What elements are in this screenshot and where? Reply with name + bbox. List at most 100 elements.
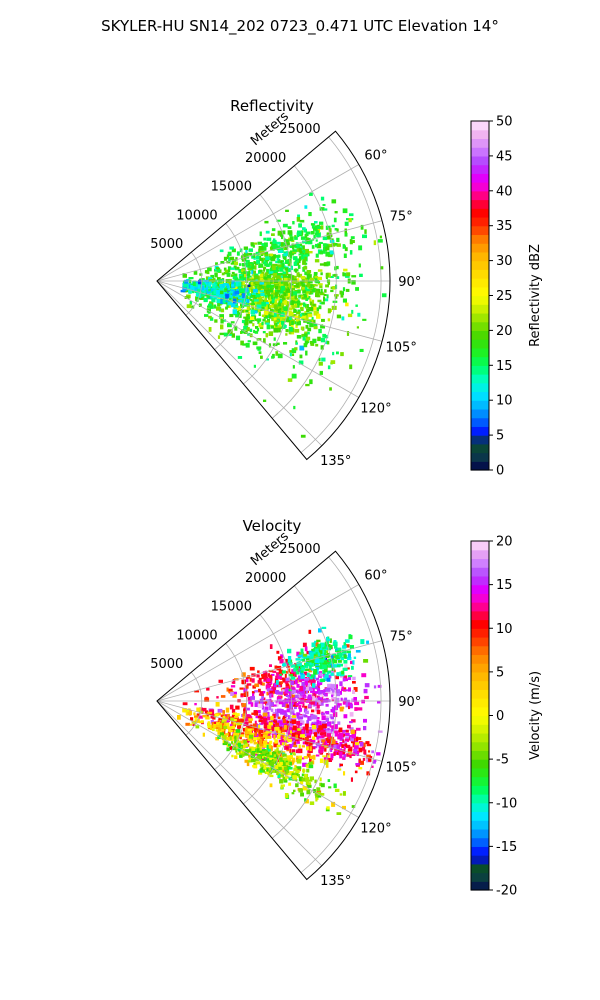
- echo-gate: [280, 299, 283, 303]
- echo-gate: [340, 352, 344, 357]
- echo-gate: [309, 746, 312, 752]
- echo-gate: [205, 282, 208, 286]
- echo-gate: [338, 727, 343, 733]
- echo-gate: [331, 727, 334, 732]
- echo-gate: [318, 628, 322, 633]
- echo-gate: [268, 705, 272, 711]
- echo-gate: [336, 237, 340, 243]
- echo-gate: [279, 290, 284, 294]
- colorbar-segment: [471, 243, 489, 253]
- echo-gate: [195, 725, 200, 729]
- echo-gate: [277, 279, 280, 282]
- echo-gate: [295, 243, 300, 249]
- echo-gate: [256, 724, 259, 729]
- echo-gate: [288, 662, 293, 666]
- echo-gate: [306, 765, 311, 768]
- echo-gate: [334, 750, 339, 755]
- echo-gate: [321, 730, 326, 733]
- echo-gate: [328, 786, 332, 789]
- echo-gate: [265, 256, 270, 261]
- echo-gate: [237, 312, 242, 315]
- echo-gate: [272, 290, 277, 293]
- echo-gate: [337, 768, 342, 771]
- echo-gate: [333, 783, 337, 789]
- echo-gate: [348, 218, 352, 223]
- echo-gate: [329, 714, 333, 719]
- echo-gate: [223, 267, 227, 271]
- echo-gate: [294, 278, 300, 283]
- echo-gate: [283, 301, 286, 304]
- echo-gate: [270, 265, 273, 270]
- echo-gate: [310, 700, 315, 705]
- echo-gate: [359, 348, 364, 352]
- echo-gate: [269, 247, 273, 250]
- azimuth-tick-label: 135°: [320, 874, 351, 889]
- colorbar-segment: [471, 129, 489, 140]
- echo-gate: [310, 223, 316, 226]
- echo-gate: [293, 301, 299, 304]
- echo-gate: [279, 307, 282, 311]
- echo-gate: [320, 288, 323, 294]
- echo-gate: [306, 746, 309, 751]
- colorbar-segment: [471, 602, 489, 612]
- echo-gate: [286, 289, 290, 292]
- echo-gate: [338, 660, 342, 663]
- echo-gate: [305, 231, 311, 235]
- echo-gate: [309, 738, 312, 742]
- colorbar-segment: [471, 881, 489, 891]
- colorbar-segment: [471, 330, 489, 340]
- echo-gate: [309, 757, 312, 762]
- echo-gate: [339, 742, 343, 747]
- echo-gate: [339, 755, 343, 759]
- echo-gate: [269, 740, 273, 744]
- echo-gate: [307, 281, 313, 284]
- echo-gate: [336, 265, 339, 270]
- echo-gate: [243, 284, 247, 289]
- echo-gate: [249, 293, 254, 298]
- echo-gate: [300, 734, 305, 738]
- echo-gate: [285, 685, 290, 689]
- echo-gate: [296, 758, 302, 764]
- echo-gate: [256, 327, 260, 332]
- echo-gate: [244, 749, 250, 753]
- echo-gate: [212, 283, 217, 286]
- colorbar-segment: [471, 872, 489, 882]
- echo-gate: [343, 268, 348, 272]
- echo-gate: [276, 280, 281, 285]
- echo-gate: [251, 678, 255, 683]
- echo-gate: [309, 755, 313, 759]
- colorbar-segment: [471, 610, 489, 621]
- echo-gate: [326, 261, 331, 266]
- echo-gate: [282, 662, 286, 667]
- echo-gate: [239, 755, 243, 758]
- echo-gate: [341, 649, 347, 654]
- echo-gate: [183, 283, 188, 288]
- echo-gate: [349, 213, 354, 217]
- echo-gate: [293, 256, 298, 260]
- echo-gate: [362, 318, 367, 321]
- echo-gate: [329, 725, 335, 728]
- echo-gate: [308, 629, 312, 634]
- echo-gate: [277, 269, 279, 272]
- echo-gate: [349, 721, 353, 724]
- echo-gate: [288, 317, 292, 320]
- echo-gate: [311, 225, 315, 229]
- echo-gate: [199, 297, 203, 300]
- echo-gate: [231, 708, 236, 714]
- colorbar-segment: [471, 628, 489, 638]
- echo-gate: [232, 743, 237, 746]
- echo-gate: [260, 284, 265, 290]
- echo-gate: [312, 338, 317, 344]
- echo-gate: [285, 209, 289, 212]
- echo-gate: [305, 690, 308, 694]
- figure-title: SKYLER-HU SN14_202 0723_0.471 UTC Elevat…: [101, 17, 499, 35]
- echo-gate: [305, 725, 309, 731]
- colorbar-segment: [471, 312, 489, 323]
- echo-gate: [240, 305, 245, 309]
- echo-gate: [255, 761, 261, 765]
- echo-gate: [223, 283, 228, 286]
- echo-gate: [291, 314, 297, 317]
- echo-gate: [312, 307, 317, 311]
- echo-gate: [308, 686, 313, 691]
- colorbar-segment: [471, 234, 489, 244]
